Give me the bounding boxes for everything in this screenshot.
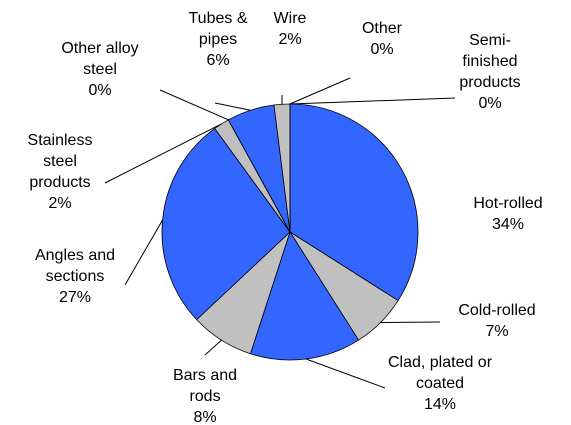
slice-label: Angles and sections 27%: [15, 245, 135, 308]
leader-line: [214, 102, 251, 111]
value-label: 2%: [278, 31, 302, 48]
category-label: Other alloy steel: [61, 40, 139, 78]
value-label: 2%: [48, 195, 72, 212]
slice-label: Stainless steel products 2%: [18, 130, 103, 214]
slice-label: Other alloy steel 0%: [45, 38, 155, 101]
pie-slice: [289, 103, 419, 302]
slice-label: Other 0%: [352, 18, 412, 60]
leader-line: [305, 358, 386, 389]
value-label: 0%: [370, 41, 394, 58]
slice-label: Hot-rolled 34%: [463, 193, 553, 235]
leader-line: [159, 89, 229, 121]
category-label: Hot-rolled: [473, 195, 543, 212]
leader-line: [104, 123, 222, 184]
slice-label: Clad, plated or coated 14%: [380, 352, 500, 415]
category-label: Tubes & pipes: [188, 10, 248, 48]
slice-label: Wire 2%: [265, 8, 315, 50]
slice-label: Tubes & pipes 6%: [178, 8, 258, 71]
category-label: Other: [361, 20, 402, 37]
leader-line: [289, 77, 351, 105]
leader-line: [380, 321, 441, 324]
category-label: Cold-rolled: [458, 302, 536, 319]
value-label: 0%: [478, 95, 502, 112]
value-label: 8%: [193, 409, 217, 425]
value-label: 27%: [58, 289, 92, 306]
category-label: Semi-finished products: [459, 32, 521, 91]
leader-line: [204, 339, 222, 356]
value-label: 34%: [491, 216, 525, 233]
slice-label: Semi-finished products 0%: [450, 30, 530, 114]
slice-label: Cold-rolled 7%: [442, 300, 552, 342]
category-label: Stainless steel products: [27, 132, 93, 191]
slice-label: Bars and rods 8%: [160, 365, 250, 425]
value-label: 7%: [485, 323, 509, 340]
category-label: Angles and sections: [34, 247, 116, 285]
leader-line: [124, 219, 164, 286]
leader-line: [289, 97, 456, 105]
value-label: 0%: [88, 82, 112, 99]
category-label: Clad, plated or coated: [387, 354, 493, 392]
value-label: 14%: [423, 396, 457, 413]
category-label: Wire: [273, 10, 307, 27]
value-label: 6%: [206, 52, 230, 69]
category-label: Bars and rods: [172, 367, 238, 405]
